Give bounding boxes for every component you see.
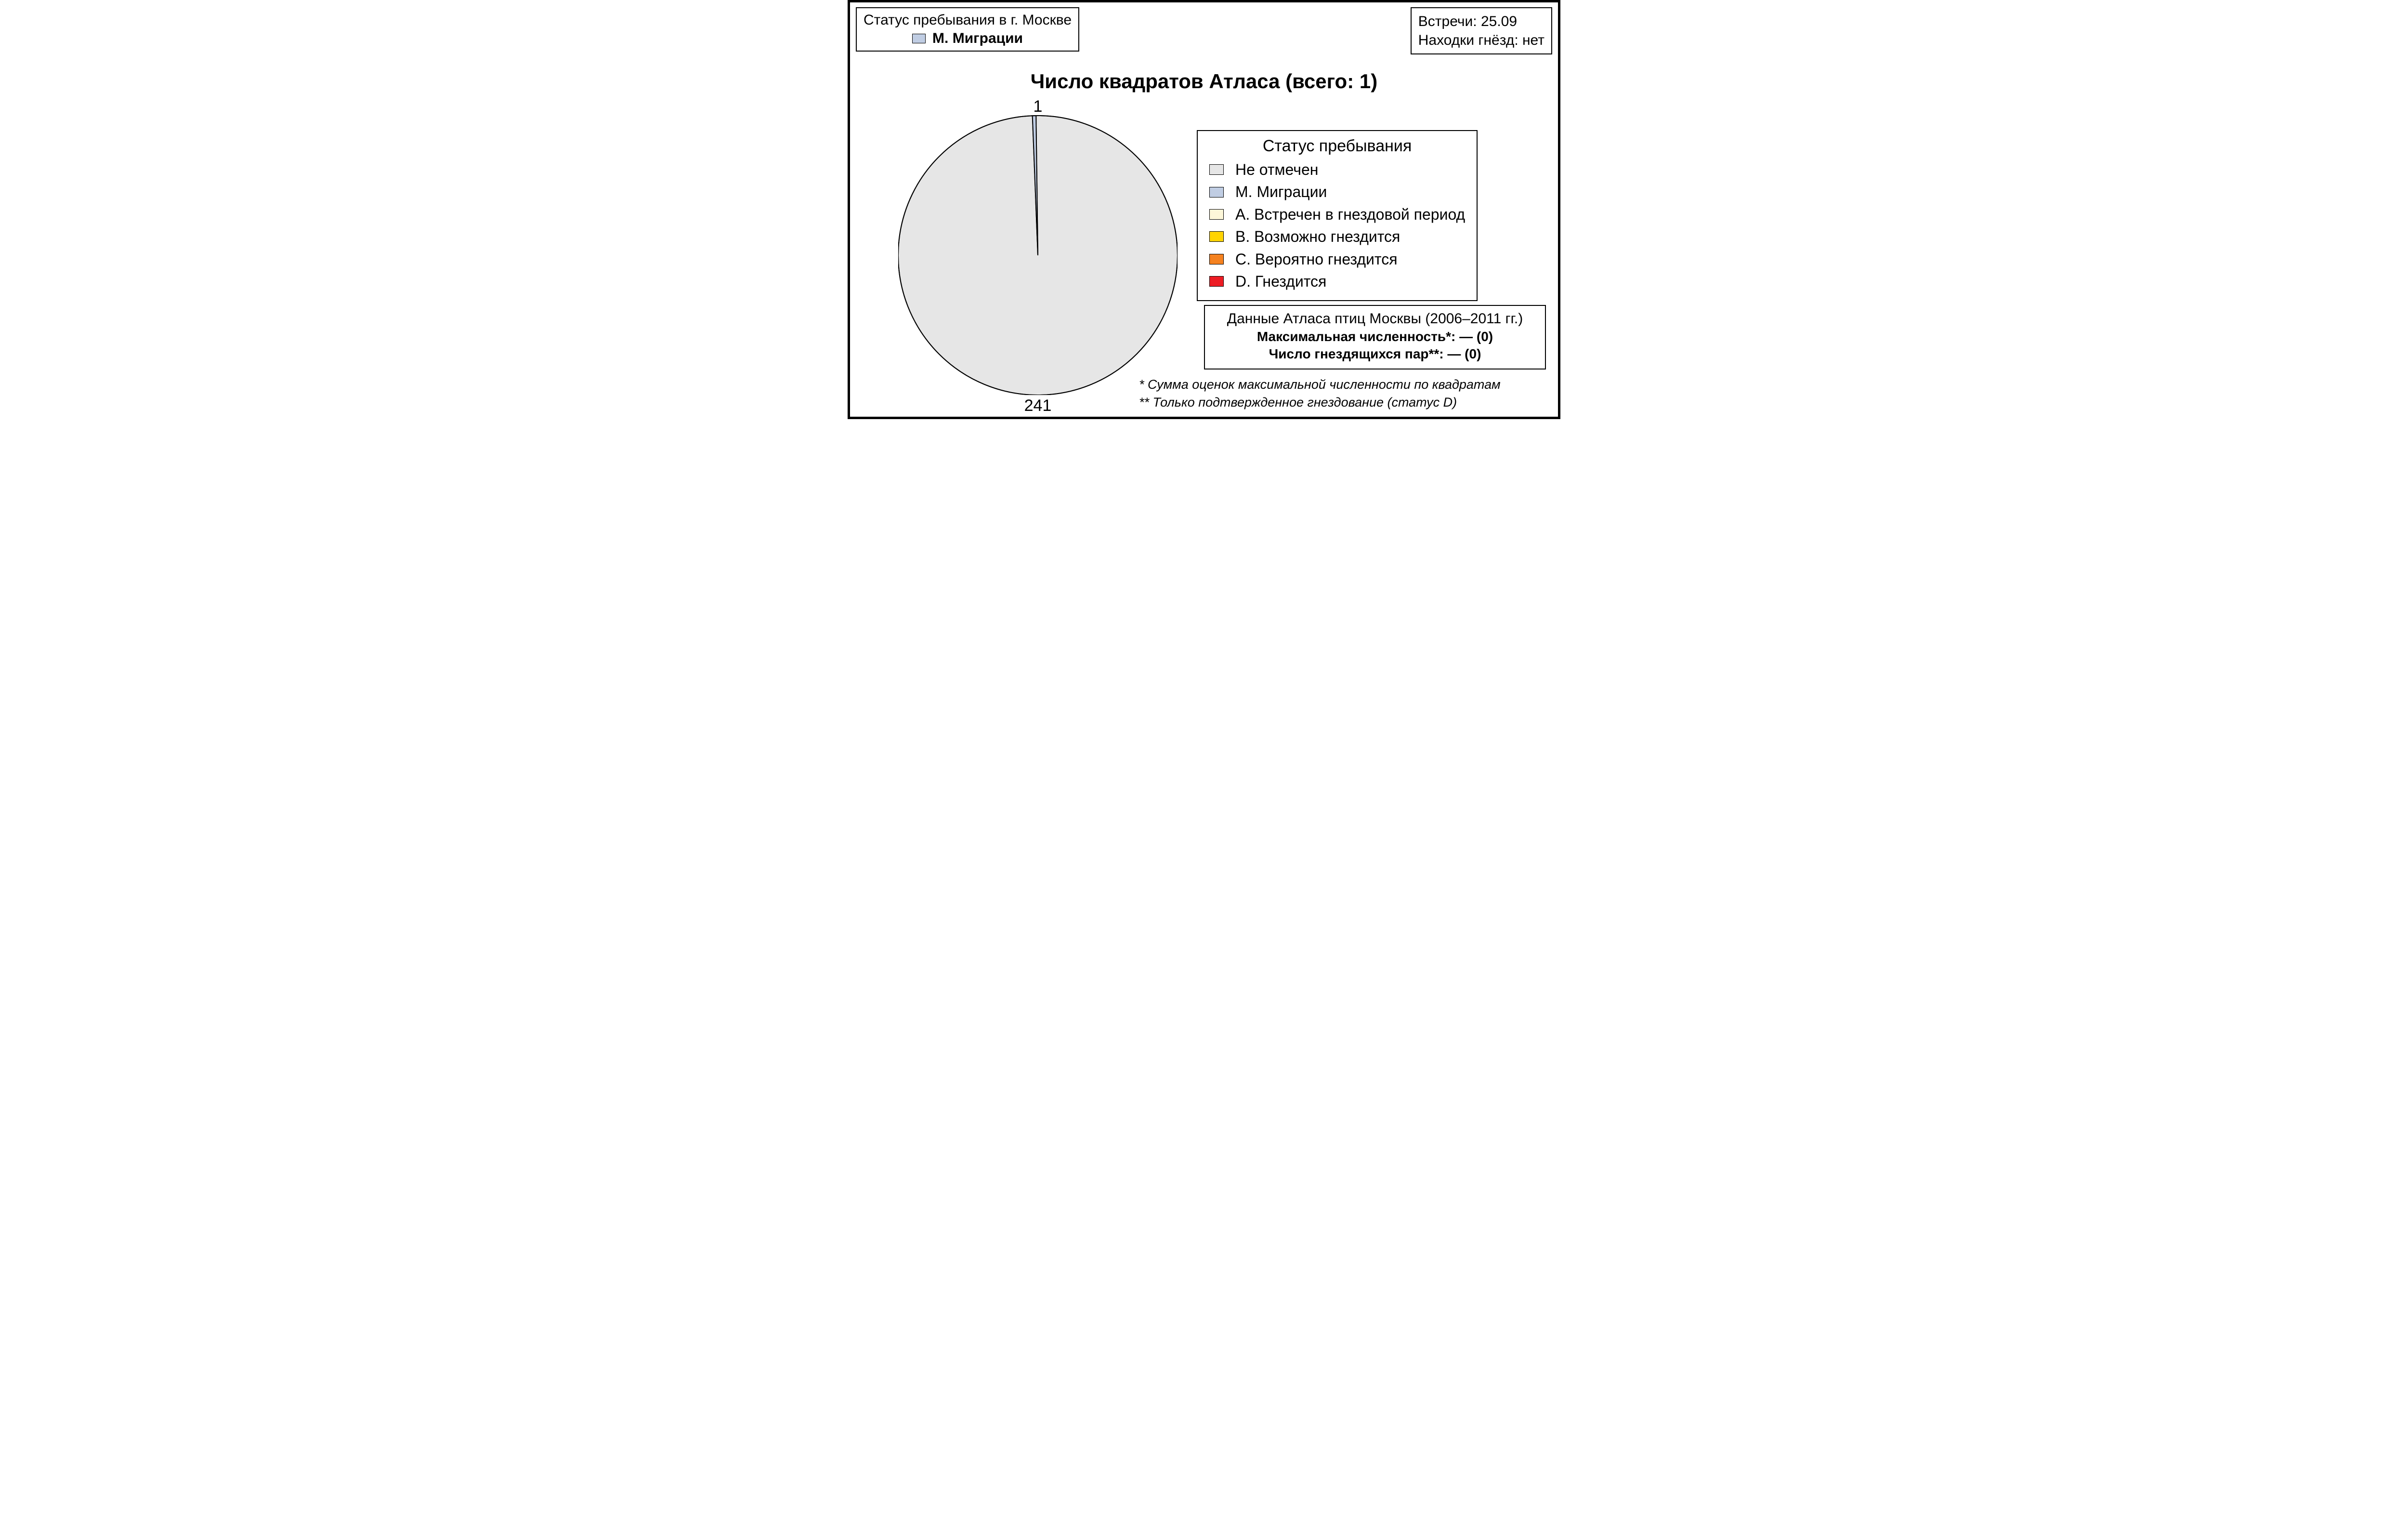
nests-line: Находки гнёзд: нет xyxy=(1418,31,1544,50)
legend-label: Не отмечен xyxy=(1235,158,1318,181)
status-box-row: M. Миграции xyxy=(864,30,1072,47)
legend-item: D. Гнездится xyxy=(1209,270,1465,292)
legend-swatch xyxy=(1209,187,1224,198)
chart-frame: Статус пребывания в г. Москве M. Миграци… xyxy=(848,0,1560,419)
encounters-box: Встречи: 25.09 Находки гнёзд: нет xyxy=(1411,7,1552,54)
legend-swatch xyxy=(1209,231,1224,242)
status-box: Статус пребывания в г. Москве M. Миграци… xyxy=(856,7,1079,52)
legend-header: Статус пребывания xyxy=(1209,137,1465,156)
legend-box: Статус пребывания Не отмеченM. МиграцииA… xyxy=(1197,130,1478,301)
chart-title: Число квадратов Атласа (всего: 1) xyxy=(850,70,1558,93)
legend-swatch xyxy=(1209,209,1224,220)
status-label: M. Миграции xyxy=(932,30,1023,47)
status-box-title: Статус пребывания в г. Москве xyxy=(864,12,1072,28)
legend-label: M. Миграции xyxy=(1235,181,1327,203)
pie-label-large: 241 xyxy=(1024,396,1052,415)
pie-chart: 1 241 xyxy=(898,106,1178,414)
atlas-data-box: Данные Атласа птиц Москвы (2006–2011 гг.… xyxy=(1204,305,1546,369)
legend-label: D. Гнездится xyxy=(1235,270,1326,292)
legend-item: M. Миграции xyxy=(1209,181,1465,203)
legend-item: A. Встречен в гнездовой период xyxy=(1209,203,1465,225)
legend-swatch xyxy=(1209,254,1224,264)
encounters-line: Встречи: 25.09 xyxy=(1418,12,1544,31)
atlas-source: Данные Атласа птиц Москвы (2006–2011 гг.… xyxy=(1214,311,1536,327)
legend-swatch xyxy=(1209,164,1224,175)
legend-swatch xyxy=(1209,276,1224,287)
atlas-pairs: Число гнездящихся пар**: — (0) xyxy=(1214,346,1536,362)
footnotes: * Сумма оценок максимальной численности … xyxy=(1139,376,1501,411)
legend-label: C. Вероятно гнездится xyxy=(1235,248,1398,270)
legend-item: B. Возможно гнездится xyxy=(1209,225,1465,248)
atlas-max: Максимальная численность*: — (0) xyxy=(1214,329,1536,344)
legend-label: B. Возможно гнездится xyxy=(1235,225,1400,248)
legend-item: C. Вероятно гнездится xyxy=(1209,248,1465,270)
footnote-2: ** Только подтвержденное гнездование (ст… xyxy=(1139,394,1501,411)
legend-item: Не отмечен xyxy=(1209,158,1465,181)
legend-label: A. Встречен в гнездовой период xyxy=(1235,203,1465,225)
status-swatch xyxy=(912,34,926,43)
legend-rows: Не отмеченM. МиграцииA. Встречен в гнезд… xyxy=(1209,158,1465,292)
pie-label-small: 1 xyxy=(1034,97,1043,116)
pie-svg xyxy=(898,106,1178,395)
footnote-1: * Сумма оценок максимальной численности … xyxy=(1139,376,1501,393)
